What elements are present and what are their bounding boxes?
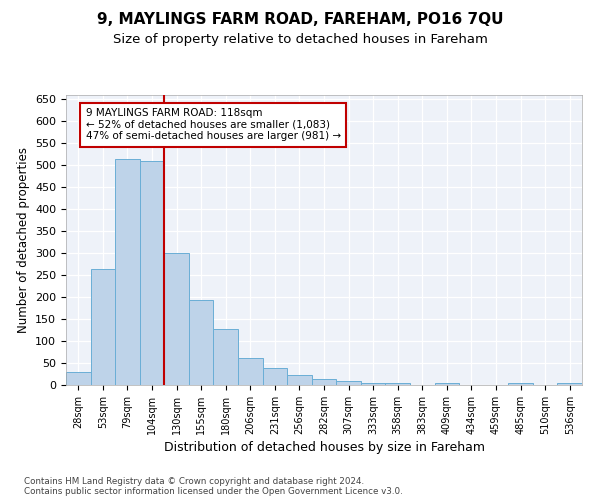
Bar (189, 300, 214, 385)
Bar (557, 383, 582, 385)
Bar (312, 379, 336, 385)
Bar (238, 358, 263, 385)
Bar (434, 383, 459, 385)
Bar (508, 383, 533, 385)
Bar (336, 381, 361, 385)
Text: 9, MAYLINGS FARM ROAD, FAREHAM, PO16 7QU: 9, MAYLINGS FARM ROAD, FAREHAM, PO16 7QU (97, 12, 503, 28)
Bar (214, 329, 238, 385)
Text: 9 MAYLINGS FARM ROAD: 118sqm
← 52% of detached houses are smaller (1,083)
47% of: 9 MAYLINGS FARM ROAD: 118sqm ← 52% of de… (86, 108, 341, 142)
Bar (66, 372, 91, 385)
Text: Size of property relative to detached houses in Fareham: Size of property relative to detached ho… (113, 32, 487, 46)
Bar (385, 383, 410, 385)
Bar (91, 268, 115, 385)
Bar (361, 383, 385, 385)
Bar (263, 368, 287, 385)
Bar (115, 158, 140, 385)
X-axis label: Distribution of detached houses by size in Fareham: Distribution of detached houses by size … (163, 441, 485, 454)
Text: Contains public sector information licensed under the Open Government Licence v3: Contains public sector information licen… (24, 487, 403, 496)
Bar (287, 376, 312, 385)
Bar (164, 253, 189, 385)
Text: Contains HM Land Registry data © Crown copyright and database right 2024.: Contains HM Land Registry data © Crown c… (24, 477, 364, 486)
Bar (140, 161, 164, 385)
Y-axis label: Number of detached properties: Number of detached properties (17, 147, 29, 333)
